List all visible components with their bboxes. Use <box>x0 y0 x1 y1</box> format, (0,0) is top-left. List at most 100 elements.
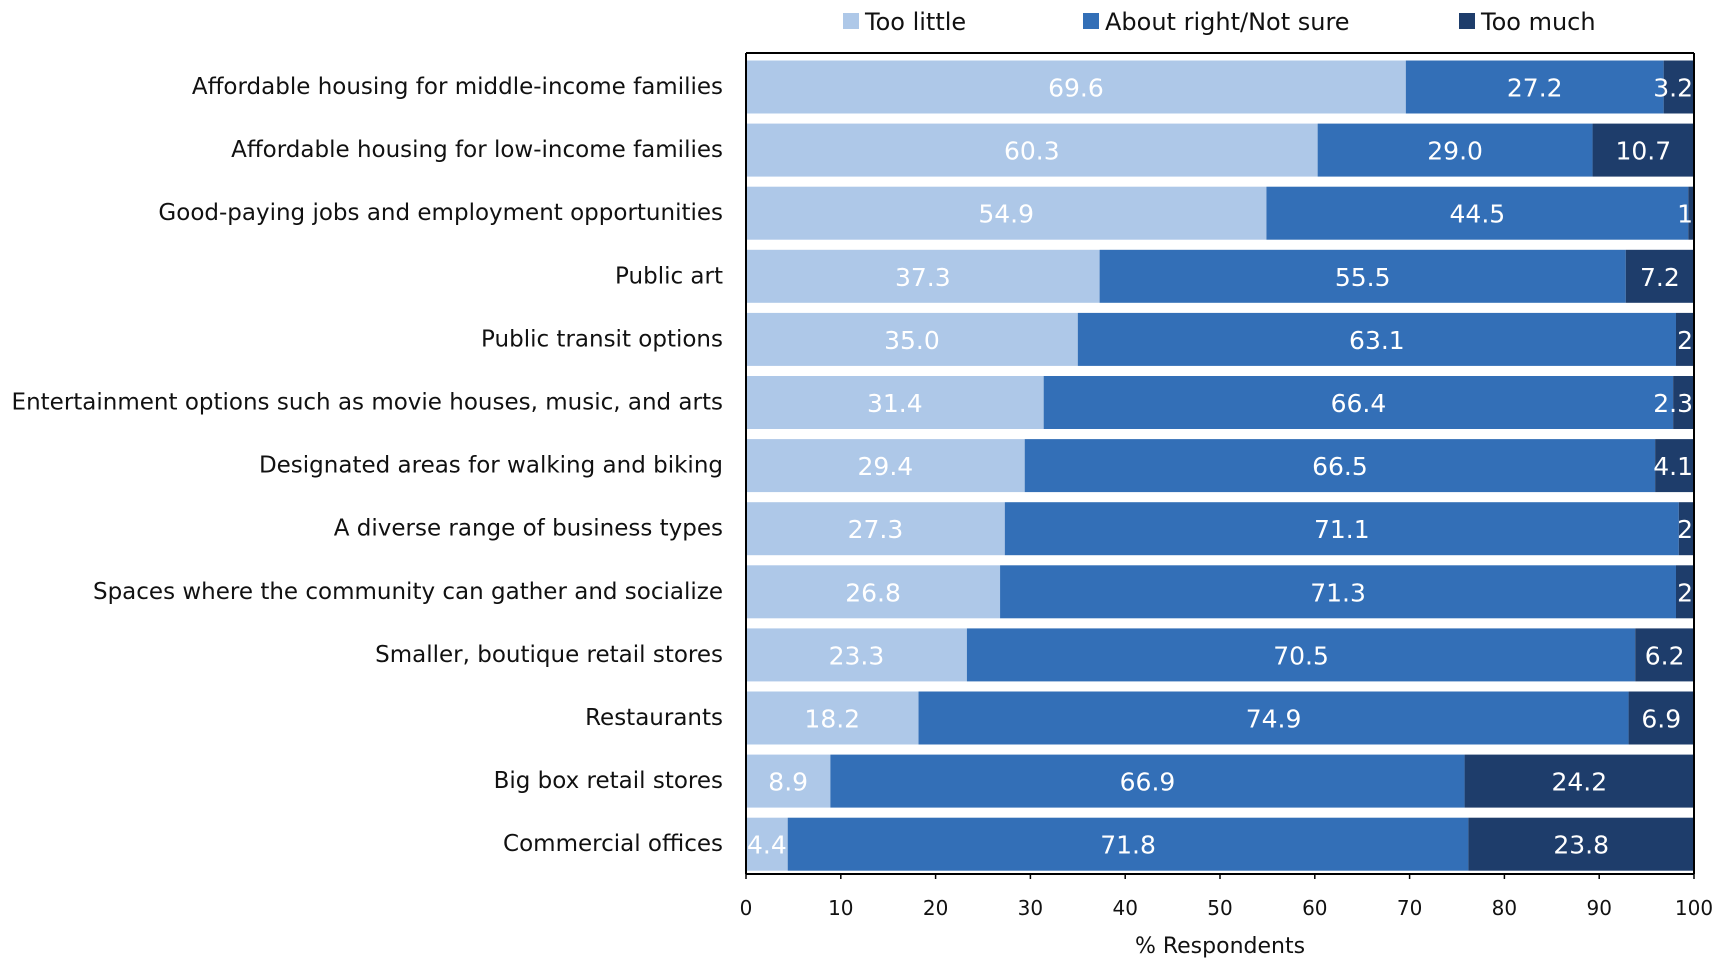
bar-segment <box>1464 754 1694 808</box>
bar-segment <box>1628 691 1694 745</box>
bar-segment <box>1000 565 1676 619</box>
bar-segment <box>1077 312 1676 366</box>
bar-segment <box>746 754 831 808</box>
bar-segment <box>1688 186 1694 240</box>
data-label: 60.3 <box>1004 137 1060 166</box>
data-label: 10.7 <box>1615 137 1671 166</box>
data-label: 27.3 <box>848 515 904 544</box>
bar-segment <box>746 312 1078 366</box>
bar-segment <box>1673 376 1694 429</box>
bar-segment <box>1266 186 1689 240</box>
data-label: 23.3 <box>829 641 885 670</box>
data-label: 66.4 <box>1331 389 1387 418</box>
legend-label: Too much <box>1480 8 1596 36</box>
bar-segment <box>746 249 1100 303</box>
data-label: 3.2 <box>1653 74 1693 103</box>
category-label: Restaurants <box>585 705 723 731</box>
category-label: Public transit options <box>481 326 723 352</box>
data-label: 74.9 <box>1246 705 1302 734</box>
bar-segment <box>1678 502 1694 556</box>
bar-segment <box>746 186 1267 240</box>
category-label: Spaces where the community can gather an… <box>93 579 723 605</box>
bar-segment <box>1099 249 1626 303</box>
x-tick-label: 30 <box>1018 896 1043 920</box>
data-label: 18.2 <box>804 705 860 734</box>
bar-segment <box>746 60 1406 114</box>
category-label: Entertainment options such as movie hous… <box>12 390 723 416</box>
bar-segment <box>746 817 788 871</box>
data-label: 2.3 <box>1653 389 1693 418</box>
data-label: 29.4 <box>858 452 914 481</box>
bar-segment <box>746 691 919 745</box>
data-label: 71.3 <box>1310 578 1366 607</box>
x-tick-label: 40 <box>1112 896 1137 920</box>
bar-segment <box>1592 123 1694 177</box>
x-tick-label: 10 <box>828 896 853 920</box>
legend-swatch <box>1459 13 1475 29</box>
bar-segment <box>1675 312 1694 366</box>
legend-label: About right/Not sure <box>1105 8 1350 36</box>
data-label: 55.5 <box>1335 263 1391 292</box>
data-label: 35.0 <box>884 326 940 355</box>
bar-segment <box>746 439 1025 493</box>
data-label: 71.1 <box>1314 515 1370 544</box>
legend-label: Too little <box>864 8 966 36</box>
x-tick-label: 90 <box>1586 896 1611 920</box>
data-label: 6.2 <box>1645 641 1685 670</box>
bar-segment <box>830 754 1465 808</box>
bar-segment <box>746 502 1005 556</box>
bar-segment <box>1043 376 1674 429</box>
data-label: 8.9 <box>768 768 808 797</box>
data-label: 70.5 <box>1273 641 1329 670</box>
bar-segment <box>1675 565 1694 619</box>
bar-segment <box>1468 817 1694 871</box>
x-tick-label: 20 <box>923 896 948 920</box>
bars-group: 69.6 27.2 3.260.3 29.0 10.754.9 44.5 137.3 55.5… <box>746 60 1694 871</box>
bar-segment <box>1655 439 1694 493</box>
category-label: A diverse range of business types <box>334 516 723 542</box>
data-label: 4.1 <box>1653 452 1693 481</box>
category-label: Good-paying jobs and employment opportun… <box>158 200 723 226</box>
data-label: 66.5 <box>1312 452 1368 481</box>
x-axis-title: % Respondents <box>1135 934 1305 958</box>
legend-swatch <box>1083 13 1099 29</box>
bar-segment <box>1004 502 1679 556</box>
bar-segment <box>1317 123 1593 177</box>
data-label: 27.2 <box>1507 74 1563 103</box>
data-label: 66.9 <box>1120 768 1176 797</box>
legend: Too little About right/Not sure Too much <box>843 8 1596 36</box>
x-tick-label: 100 <box>1675 896 1713 920</box>
category-label: Commercial offices <box>503 831 723 857</box>
bar-segment <box>966 628 1636 682</box>
bar-segment <box>746 565 1001 619</box>
data-label: 1 <box>1677 200 1693 229</box>
data-label: 7.2 <box>1640 263 1680 292</box>
bar-segment <box>746 123 1318 177</box>
category-label: Public art <box>615 263 723 289</box>
data-label: 54.9 <box>978 200 1034 229</box>
data-label: 26.8 <box>845 578 901 607</box>
data-label: 2 <box>1677 326 1693 355</box>
data-label: 23.8 <box>1553 831 1609 860</box>
category-label: Affordable housing for middle-income fam… <box>192 74 723 100</box>
data-label: 37.3 <box>895 263 951 292</box>
x-tick-label: 60 <box>1302 896 1327 920</box>
data-label: 2 <box>1677 515 1693 544</box>
bar-segment <box>1663 60 1694 114</box>
data-label: 69.6 <box>1048 74 1104 103</box>
data-label: 31.4 <box>867 389 923 418</box>
bar-segment <box>1625 249 1694 303</box>
data-label: 44.5 <box>1450 200 1506 229</box>
bar-segment <box>787 817 1469 871</box>
data-label: 2 <box>1677 578 1693 607</box>
category-labels: Affordable housing for middle-income fam… <box>12 74 723 857</box>
x-tick-label: 0 <box>740 896 753 920</box>
legend-swatch <box>843 13 859 29</box>
bar-segment <box>1024 439 1656 493</box>
category-label: Big box retail stores <box>494 768 723 794</box>
bar-segment <box>918 691 1629 745</box>
data-label: 63.1 <box>1349 326 1405 355</box>
data-label: 4.4 <box>747 831 787 860</box>
category-label: Designated areas for walking and biking <box>259 453 723 479</box>
